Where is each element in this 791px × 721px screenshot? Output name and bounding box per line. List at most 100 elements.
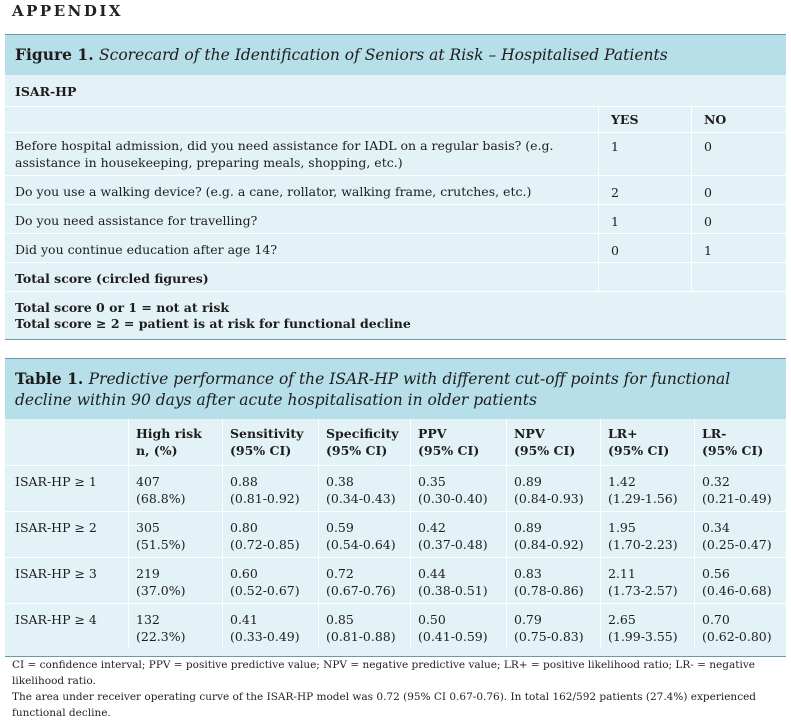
- cell-ci: (1.70-2.23): [608, 537, 678, 552]
- cell-ci: (0.84-0.92): [514, 537, 584, 552]
- column-header: Sensitivity: [230, 426, 304, 441]
- row-label: ISAR-HP ≥ 1: [15, 474, 97, 489]
- yes-score: 1: [611, 139, 619, 154]
- cell-value: 0.59: [326, 520, 354, 535]
- table-row: ISAR-HP ≥ 4 132 (22.3%) 0.41 (0.33-0.49) 0.85…: [5, 603, 786, 649]
- column-divider: [506, 419, 507, 649]
- risk-line-not-at-risk: Total score 0 or 1 = not at risk: [15, 300, 230, 315]
- yes-score: 2: [611, 185, 619, 200]
- cell-value: 305: [136, 520, 160, 535]
- cell-value: 1.95: [608, 520, 636, 535]
- column-header-ci: (95% CI): [608, 443, 670, 458]
- total-score-label: Total score (circled figures): [15, 271, 209, 286]
- cell-ci: (0.33-0.49): [230, 629, 300, 644]
- question-text: Do you use a walking device? (e.g. a can…: [15, 184, 532, 199]
- column-header: High risk: [136, 426, 202, 441]
- figure-title: Figure 1. Scorecard of the Identificatio…: [5, 35, 786, 75]
- yes-score: 0: [611, 243, 619, 258]
- cell-ci: (0.72-0.85): [230, 537, 300, 552]
- cell-value: 1.42: [608, 474, 636, 489]
- figure-title-text: Scorecard of the Identification of Senio…: [99, 46, 668, 64]
- table-header-row: High risk n, (%) Sensitivity (95% CI) Specif…: [5, 419, 786, 466]
- cell-value: 0.44: [418, 566, 446, 581]
- row-label: ISAR-HP ≥ 3: [15, 566, 97, 581]
- cell-value: 0.89: [514, 520, 542, 535]
- cell-value: 2.11: [608, 566, 636, 581]
- question-text: Before hospital admission, did you need …: [15, 138, 554, 170]
- question-row: Do you use a walking device? (e.g. a can…: [5, 175, 786, 205]
- cell-ci: (0.84-0.93): [514, 491, 584, 506]
- table-title: Table 1. Predictive performance of the I…: [5, 359, 786, 419]
- column-header: NPV: [514, 426, 545, 441]
- table-footnote: CI = confidence interval; PPV = positive…: [12, 657, 787, 721]
- cell-value: 0.83: [514, 566, 542, 581]
- column-header: PPV: [418, 426, 447, 441]
- cell-ci: (0.37-0.48): [418, 537, 488, 552]
- cell-ci: (0.38-0.51): [418, 583, 488, 598]
- cell-value: 0.34: [702, 520, 730, 535]
- cell-ci: (51.5%): [136, 537, 186, 552]
- cell-ci: (0.75-0.83): [514, 629, 584, 644]
- cell-value: 407: [136, 474, 160, 489]
- cell-ci: (68.8%): [136, 491, 186, 506]
- column-header-ci: (95% CI): [326, 443, 388, 458]
- cell-ci: (0.52-0.67): [230, 583, 300, 598]
- column-divider: [598, 106, 599, 291]
- cell-ci: (0.62-0.80): [702, 629, 772, 644]
- column-header-ci: (95% CI): [230, 443, 292, 458]
- no-score: 1: [704, 243, 712, 258]
- cell-value: 0.50: [418, 612, 446, 627]
- cell-ci: (37.0%): [136, 583, 186, 598]
- isar-hp-section-row: ISAR-HP: [5, 75, 786, 107]
- yes-no-header-row: YES NO: [5, 106, 786, 133]
- cell-value: 2.65: [608, 612, 636, 627]
- row-label: ISAR-HP ≥ 2: [15, 520, 97, 535]
- cell-ci: (1.73-2.57): [608, 583, 678, 598]
- column-divider: [410, 419, 411, 649]
- table-row: ISAR-HP ≥ 2 305 (51.5%) 0.80 (0.72-0.85) 0.59…: [5, 511, 786, 558]
- cell-ci: (0.41-0.59): [418, 629, 488, 644]
- no-score: 0: [704, 185, 712, 200]
- section-label: ISAR-HP: [15, 84, 77, 99]
- cell-value: 219: [136, 566, 160, 581]
- column-divider: [600, 419, 601, 649]
- table-title-text: Predictive performance of the ISAR-HP wi…: [15, 370, 731, 409]
- cell-ci: (0.34-0.43): [326, 491, 396, 506]
- yes-column-header: YES: [611, 112, 639, 127]
- cell-ci: (0.81-0.88): [326, 629, 396, 644]
- cell-ci: (0.46-0.68): [702, 583, 772, 598]
- figure-1-panel: Figure 1. Scorecard of the Identificatio…: [5, 34, 786, 340]
- total-score-row: Total score (circled figures): [5, 262, 786, 292]
- question-text: Did you continue education after age 14?: [15, 242, 278, 257]
- cell-value: 0.70: [702, 612, 730, 627]
- cell-value: 0.32: [702, 474, 730, 489]
- question-row: Do you need assistance for travelling? 1…: [5, 204, 786, 234]
- column-header-ci: (95% CI): [702, 443, 764, 458]
- cell-ci: (0.30-0.40): [418, 491, 488, 506]
- column-divider: [691, 106, 692, 291]
- column-header: LR-: [702, 426, 727, 441]
- cell-ci: (0.21-0.49): [702, 491, 772, 506]
- cell-value: 0.89: [514, 474, 542, 489]
- cell-value: 0.80: [230, 520, 258, 535]
- column-header-ci: n, (%): [136, 443, 178, 458]
- cell-ci: (1.29-1.56): [608, 491, 678, 506]
- column-header: Specificity: [326, 426, 399, 441]
- no-score: 0: [704, 139, 712, 154]
- cell-value: 0.72: [326, 566, 354, 581]
- question-row: Before hospital admission, did you need …: [5, 132, 786, 176]
- figure-title-prefix: Figure 1.: [15, 45, 100, 64]
- cell-value: 132: [136, 612, 160, 627]
- table-row: ISAR-HP ≥ 1 407 (68.8%) 0.88 (0.81-0.92) 0.38…: [5, 465, 786, 512]
- column-divider: [128, 419, 129, 649]
- footnote-auc: The area under receiver operating curve …: [12, 691, 757, 719]
- column-header-ci: (95% CI): [514, 443, 576, 458]
- cell-value: 0.56: [702, 566, 730, 581]
- cell-value: 0.79: [514, 612, 542, 627]
- cell-ci: (0.54-0.64): [326, 537, 396, 552]
- column-divider: [222, 419, 223, 649]
- table-title-prefix: Table 1.: [15, 369, 89, 388]
- column-divider: [694, 419, 695, 649]
- footnote-abbreviations: CI = confidence interval; PPV = positive…: [12, 659, 755, 687]
- cell-value: 0.38: [326, 474, 354, 489]
